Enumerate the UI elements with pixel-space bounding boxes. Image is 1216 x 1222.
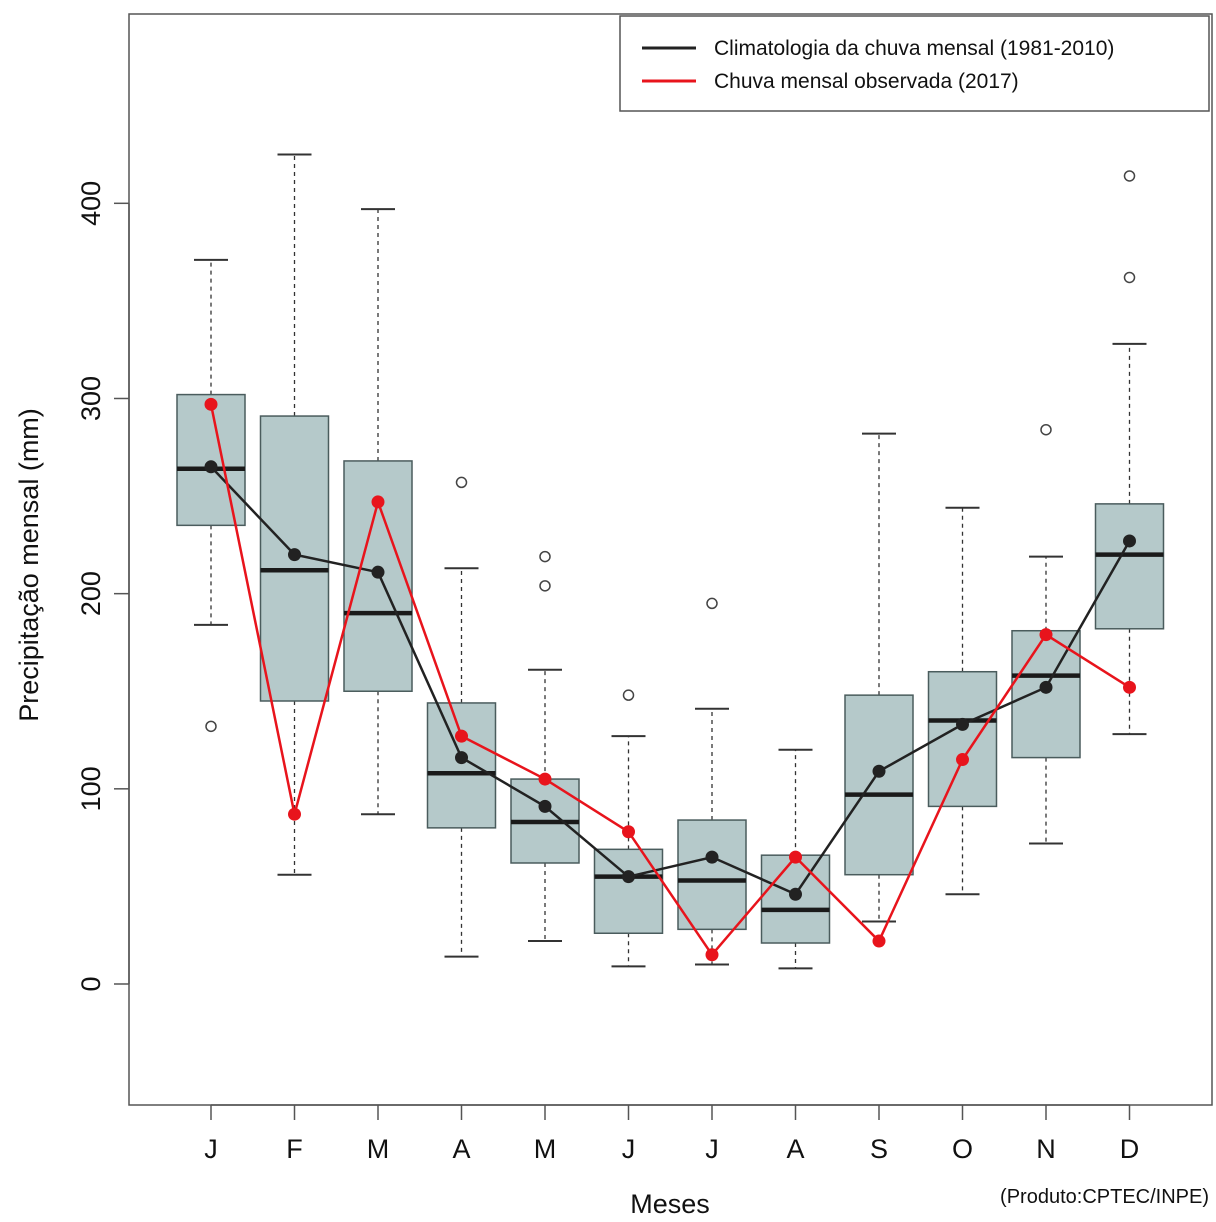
x-tick-label: J	[204, 1134, 218, 1164]
box-body	[426, 702, 497, 829]
series-point	[371, 565, 385, 579]
box-1	[176, 258, 246, 733]
box-outlier	[706, 597, 718, 610]
series-point	[371, 495, 385, 509]
series-point	[622, 825, 635, 839]
box-12	[1094, 170, 1165, 736]
y-axis: 0 100 200 300 400	[76, 181, 130, 992]
series-point	[872, 934, 886, 948]
x-tick-label: S	[870, 1134, 888, 1164]
box-outlier	[1123, 170, 1136, 182]
legend: Climatologia da chuva mensal (1981-2010)…	[619, 15, 1210, 112]
series-point	[455, 729, 468, 743]
series-point	[1039, 680, 1053, 694]
series-lines	[204, 397, 1136, 962]
series-point	[455, 751, 468, 765]
series-point	[705, 850, 719, 864]
legend-label-observada: Chuva mensal observada (2017)	[714, 70, 1019, 93]
y-tick-label: 300	[76, 376, 106, 421]
box-body	[1011, 629, 1081, 759]
box-body	[176, 393, 246, 527]
box-3	[343, 208, 413, 816]
series-point	[288, 807, 301, 821]
x-tick-label: J	[705, 1134, 719, 1164]
box-outlier	[622, 689, 635, 701]
box-4	[426, 476, 497, 958]
box-body	[677, 819, 747, 931]
box-body	[593, 848, 664, 935]
series-point	[204, 460, 218, 474]
series-observada	[204, 397, 1136, 962]
series-point	[622, 870, 635, 884]
box-outlier	[1040, 423, 1052, 436]
box-5	[510, 550, 580, 943]
x-tick-label: F	[286, 1134, 303, 1164]
x-tick-label: A	[786, 1134, 804, 1164]
box-7	[677, 597, 747, 966]
series-point	[956, 717, 969, 731]
x-tick-label: M	[534, 1134, 557, 1164]
y-axis-title: Precipitação mensal (mm)	[14, 408, 44, 722]
y-tick-label: 100	[76, 766, 106, 811]
box-10	[927, 506, 998, 896]
series-line	[210, 465, 1131, 896]
x-tick-label: N	[1036, 1134, 1056, 1164]
y-tick-label: 0	[76, 976, 106, 991]
legend-box	[619, 15, 1210, 112]
box-outlier	[539, 580, 551, 592]
box-body	[927, 670, 998, 808]
x-tick-label: M	[367, 1134, 390, 1164]
box-11	[1011, 423, 1081, 845]
series-point	[204, 397, 218, 411]
x-tick-label: A	[452, 1134, 470, 1164]
x-axis-title: Meses	[630, 1189, 710, 1219]
box-outlier	[1123, 271, 1136, 284]
series-point	[1123, 680, 1136, 694]
series-point	[872, 764, 886, 778]
x-tick-label: J	[622, 1134, 636, 1164]
x-tick-label: O	[952, 1134, 973, 1164]
box-outlier	[205, 720, 217, 733]
series-point	[538, 772, 552, 786]
legend-label-climatologia: Climatologia da chuva mensal (1981-2010)	[714, 37, 1114, 60]
y-tick-label: 200	[76, 571, 106, 616]
series-point	[705, 948, 719, 962]
series-point	[288, 548, 301, 562]
series-point	[538, 799, 552, 813]
series-point	[789, 887, 802, 901]
box-body	[1094, 503, 1165, 630]
box-body	[844, 694, 914, 876]
box-9	[844, 432, 914, 923]
series-climatologia	[204, 460, 1136, 901]
box-outlier	[455, 476, 468, 489]
series-line	[209, 404, 1131, 957]
series-point	[1039, 628, 1053, 642]
box-outlier	[539, 550, 551, 563]
x-tick-label: D	[1120, 1134, 1140, 1164]
boxes	[176, 153, 1165, 970]
series-point	[1123, 534, 1136, 548]
box-2	[259, 153, 330, 876]
series-point	[789, 850, 802, 864]
credit-text: (Produto:CPTEC/INPE)	[1000, 1186, 1209, 1208]
y-tick-label: 400	[76, 181, 106, 226]
series-point	[956, 753, 969, 767]
